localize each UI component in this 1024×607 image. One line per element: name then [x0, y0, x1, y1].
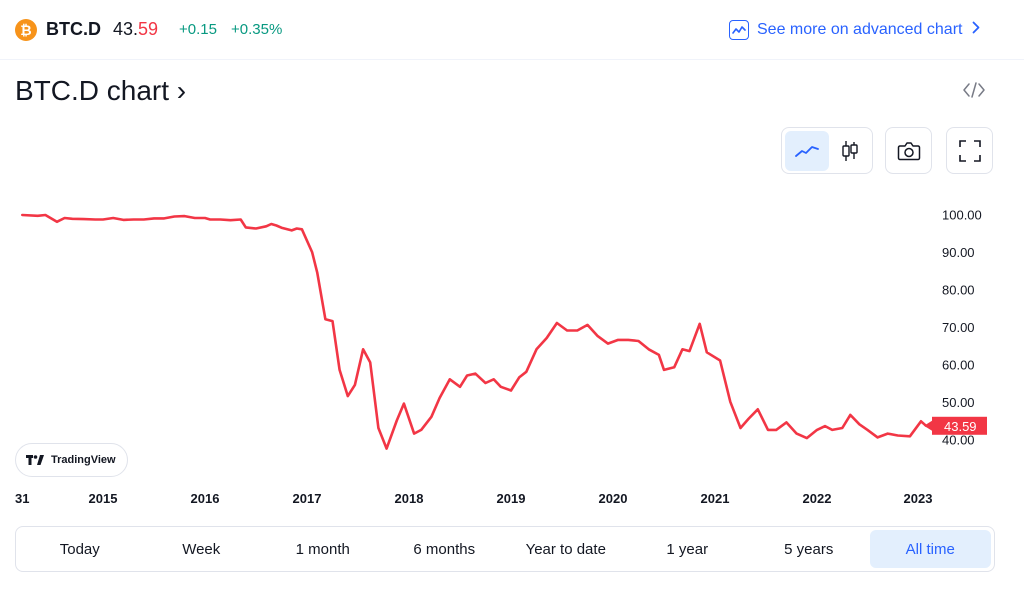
y-tick-label: 60.00 [942, 357, 975, 372]
chart-line-icon [729, 20, 749, 40]
symbol-name: BTC.D [46, 19, 101, 39]
bitcoin-icon: ₿ [15, 19, 37, 41]
y-tick-label: 40.00 [942, 432, 975, 447]
x-tick-label: 2021 [701, 491, 730, 506]
x-tick-label: 2020 [599, 491, 628, 506]
range-button-week[interactable]: Week [182, 540, 221, 558]
range-button-1-month[interactable]: 1 month [295, 540, 350, 558]
dominance-line-chart[interactable]: 100.00 90.00 80.00 70.00 60.00 50.00 40.00 31 20… [0, 180, 1024, 515]
x-tick-label: 2022 [803, 491, 832, 506]
snapshot-button[interactable] [885, 127, 932, 174]
range-button-year-to-date[interactable]: Year to date [525, 540, 606, 558]
y-tick-label: 70.00 [942, 320, 975, 335]
chart-style-toggle [781, 127, 873, 174]
embed-code-icon[interactable] [962, 80, 986, 100]
chevron-right-icon [972, 21, 980, 39]
camera-icon [897, 141, 920, 160]
y-tick-label: 90.00 [942, 245, 975, 260]
x-tick-label: 2018 [395, 491, 424, 506]
price-change-percent: +0.35% [231, 21, 283, 38]
btc-dominance-line [20, 213, 928, 450]
range-button-1-year[interactable]: 1 year [666, 540, 709, 558]
range-button-6-months[interactable]: 6 months [413, 540, 476, 558]
range-button-5-years[interactable]: 5 years [784, 540, 834, 558]
last-value-label: 43.59 [944, 419, 977, 434]
x-tick-label: 31 [15, 491, 29, 506]
advanced-chart-link[interactable]: See more on advanced chart [729, 18, 980, 42]
candlestick-chart-button[interactable] [828, 131, 872, 171]
x-tick-label: 2023 [904, 491, 933, 506]
x-tick-label: 2017 [293, 491, 322, 506]
x-tick-label: 2015 [89, 491, 118, 506]
price-tail: 59 [138, 19, 159, 39]
y-tick-label: 50.00 [942, 395, 975, 410]
time-range-selector: Today Week 1 month 6 months Year to date 1 ye… [15, 526, 995, 572]
advanced-chart-label: See more on advanced chart [757, 21, 963, 38]
fullscreen-button[interactable] [946, 127, 993, 174]
symbol-header: ₿ BTC.D 43.59 +0.15 +0.35% See more on a… [0, 0, 1024, 60]
chart-title[interactable]: BTC.D chart › [15, 75, 187, 106]
tradingview-label: TradingView [51, 454, 116, 466]
range-button-all-time[interactable]: All time [869, 530, 991, 568]
tradingview-badge[interactable]: TradingView [15, 443, 128, 477]
fullscreen-icon [958, 139, 981, 162]
range-button-today[interactable]: Today [59, 540, 100, 558]
x-tick-label: 2019 [497, 491, 526, 506]
price-value: 43.59 [113, 19, 158, 40]
x-tick-label: 2016 [191, 491, 220, 506]
y-tick-label: 80.00 [942, 282, 975, 297]
tradingview-logo-icon [26, 455, 44, 465]
candlestick-icon [842, 141, 858, 161]
line-chart-icon [795, 146, 819, 157]
last-value-pointer [924, 420, 932, 431]
line-chart-button[interactable] [785, 131, 829, 171]
last-value-marker [932, 416, 987, 435]
y-tick-label: 100.00 [942, 207, 982, 222]
price-change: +0.15 [179, 21, 217, 38]
price-head: 43. [113, 19, 139, 39]
